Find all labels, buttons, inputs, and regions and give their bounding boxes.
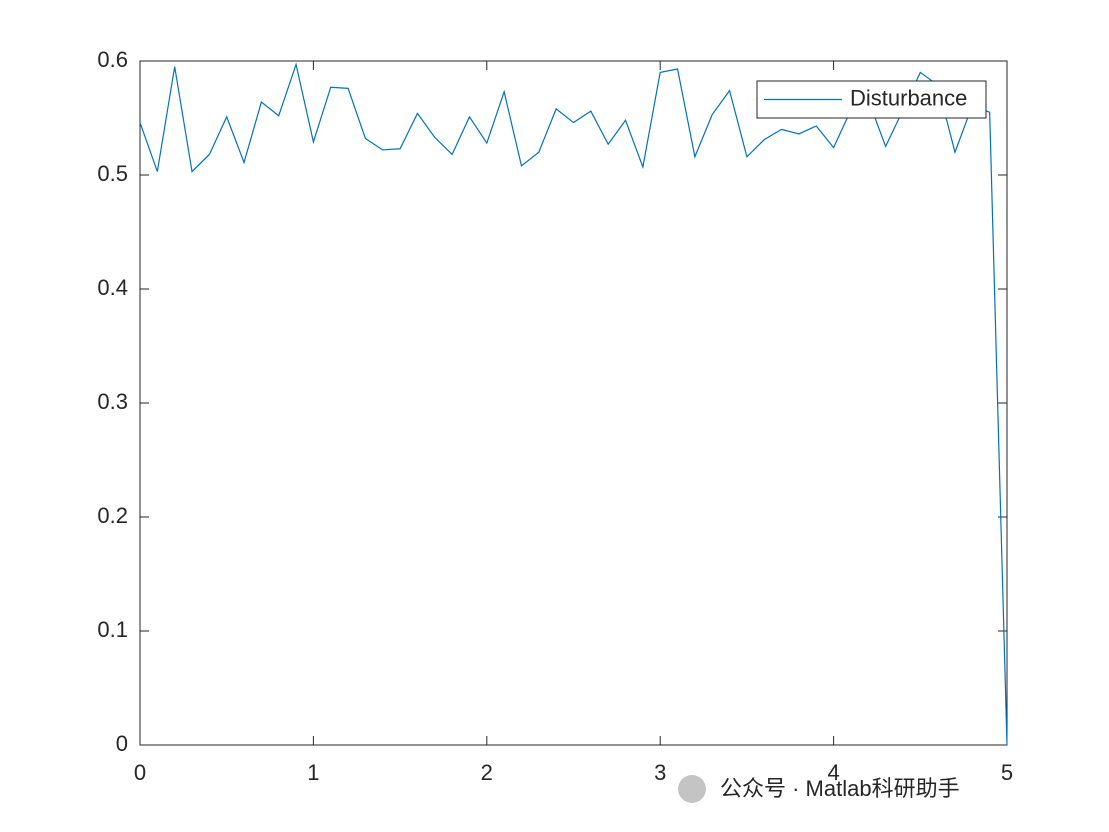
- axes-box: [139, 60, 1008, 746]
- y-tick-label: 0: [116, 731, 128, 756]
- x-tick-label: 1: [307, 760, 319, 785]
- y-tick-label: 0.1: [97, 617, 128, 642]
- x-tick-label: 3: [654, 760, 666, 785]
- watermark: 公众号 · Matlab科研助手: [720, 776, 960, 801]
- x-tick-label: 5: [1001, 760, 1013, 785]
- legend-label: Disturbance: [850, 85, 967, 110]
- y-tick-label: 0.2: [97, 503, 128, 528]
- y-tick-label: 0.5: [97, 161, 128, 186]
- y-tick-label: 0.4: [97, 275, 128, 300]
- x-tick-label: 0: [134, 760, 146, 785]
- y-tick-label: 0.3: [97, 389, 128, 414]
- y-tick-label: 0.6: [97, 47, 128, 72]
- x-tick-label: 4: [827, 760, 839, 785]
- watermark-icon: [678, 775, 706, 803]
- x-tick-label: 2: [481, 760, 493, 785]
